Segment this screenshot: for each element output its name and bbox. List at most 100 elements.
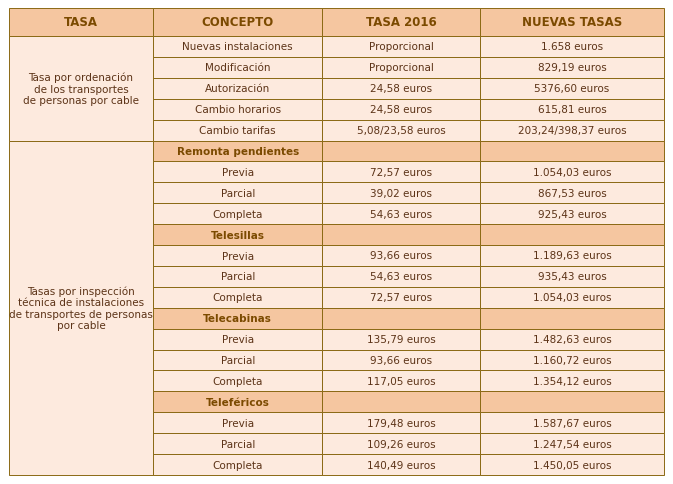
FancyBboxPatch shape xyxy=(153,204,322,225)
FancyBboxPatch shape xyxy=(322,162,480,183)
Text: Nuevas instalaciones: Nuevas instalaciones xyxy=(182,43,293,52)
Text: 1.658 euros: 1.658 euros xyxy=(541,43,603,52)
FancyBboxPatch shape xyxy=(153,392,322,412)
FancyBboxPatch shape xyxy=(322,78,480,100)
FancyBboxPatch shape xyxy=(480,37,664,58)
FancyBboxPatch shape xyxy=(9,141,153,475)
FancyBboxPatch shape xyxy=(153,287,322,308)
Text: CONCEPTO: CONCEPTO xyxy=(202,16,274,30)
FancyBboxPatch shape xyxy=(480,412,664,433)
Text: Previa: Previa xyxy=(221,251,254,261)
FancyBboxPatch shape xyxy=(153,37,322,58)
Text: 1.054,03 euros: 1.054,03 euros xyxy=(533,293,611,302)
Text: 93,66 euros: 93,66 euros xyxy=(370,251,432,261)
Text: 54,63 euros: 54,63 euros xyxy=(370,272,432,282)
Text: Teleféricos: Teleféricos xyxy=(206,397,270,407)
FancyBboxPatch shape xyxy=(153,183,322,204)
FancyBboxPatch shape xyxy=(480,287,664,308)
FancyBboxPatch shape xyxy=(480,9,664,37)
Text: 203,24/398,37 euros: 203,24/398,37 euros xyxy=(518,126,627,136)
FancyBboxPatch shape xyxy=(322,287,480,308)
FancyBboxPatch shape xyxy=(480,308,664,329)
Text: NUEVAS TASAS: NUEVAS TASAS xyxy=(522,16,622,30)
FancyBboxPatch shape xyxy=(153,141,322,162)
FancyBboxPatch shape xyxy=(480,225,664,245)
Text: 1.160,72 euros: 1.160,72 euros xyxy=(533,355,611,365)
FancyBboxPatch shape xyxy=(322,308,480,329)
Text: Completa: Completa xyxy=(213,460,263,469)
FancyBboxPatch shape xyxy=(322,433,480,454)
Text: Parcial: Parcial xyxy=(221,439,255,449)
Text: Tasa por ordenación
de los transportes
de personas por cable: Tasa por ordenación de los transportes d… xyxy=(23,72,139,106)
FancyBboxPatch shape xyxy=(153,121,322,141)
FancyBboxPatch shape xyxy=(322,371,480,392)
Text: 54,63 euros: 54,63 euros xyxy=(370,209,432,219)
FancyBboxPatch shape xyxy=(153,308,322,329)
FancyBboxPatch shape xyxy=(153,412,322,433)
Text: 1.189,63 euros: 1.189,63 euros xyxy=(532,251,611,261)
Text: 1.354,12 euros: 1.354,12 euros xyxy=(532,376,611,386)
FancyBboxPatch shape xyxy=(153,78,322,100)
Text: 829,19 euros: 829,19 euros xyxy=(538,63,606,73)
Text: 925,43 euros: 925,43 euros xyxy=(538,209,606,219)
FancyBboxPatch shape xyxy=(153,266,322,287)
Text: Modificación: Modificación xyxy=(205,63,271,73)
FancyBboxPatch shape xyxy=(322,183,480,204)
Text: Autorización: Autorización xyxy=(205,84,271,94)
FancyBboxPatch shape xyxy=(322,121,480,141)
FancyBboxPatch shape xyxy=(9,37,153,141)
FancyBboxPatch shape xyxy=(480,121,664,141)
FancyBboxPatch shape xyxy=(153,58,322,78)
FancyBboxPatch shape xyxy=(480,141,664,162)
FancyBboxPatch shape xyxy=(322,329,480,350)
FancyBboxPatch shape xyxy=(322,454,480,475)
FancyBboxPatch shape xyxy=(322,392,480,412)
Text: Previa: Previa xyxy=(221,418,254,428)
Text: 179,48 euros: 179,48 euros xyxy=(367,418,435,428)
Text: Parcial: Parcial xyxy=(221,272,255,282)
FancyBboxPatch shape xyxy=(153,225,322,245)
Text: 72,57 euros: 72,57 euros xyxy=(370,293,432,302)
Text: 93,66 euros: 93,66 euros xyxy=(370,355,432,365)
Text: 5376,60 euros: 5376,60 euros xyxy=(534,84,610,94)
Text: 39,02 euros: 39,02 euros xyxy=(370,188,432,198)
Text: Cambio tarifas: Cambio tarifas xyxy=(199,126,276,136)
FancyBboxPatch shape xyxy=(322,141,480,162)
Text: 140,49 euros: 140,49 euros xyxy=(367,460,435,469)
Text: Telecabinas: Telecabinas xyxy=(203,314,272,323)
Text: Proporcional: Proporcional xyxy=(369,43,433,52)
Text: 1.587,67 euros: 1.587,67 euros xyxy=(532,418,611,428)
FancyBboxPatch shape xyxy=(480,183,664,204)
Text: Tasas por inspección
técnica de instalaciones
de transportes de personas
por cab: Tasas por inspección técnica de instalac… xyxy=(9,286,153,331)
FancyBboxPatch shape xyxy=(153,454,322,475)
FancyBboxPatch shape xyxy=(480,454,664,475)
Text: 72,57 euros: 72,57 euros xyxy=(370,167,432,178)
FancyBboxPatch shape xyxy=(322,350,480,371)
FancyBboxPatch shape xyxy=(480,266,664,287)
Text: TASA 2016: TASA 2016 xyxy=(366,16,437,30)
FancyBboxPatch shape xyxy=(480,245,664,266)
FancyBboxPatch shape xyxy=(480,162,664,183)
FancyBboxPatch shape xyxy=(480,100,664,121)
Text: TASA: TASA xyxy=(64,16,98,30)
FancyBboxPatch shape xyxy=(480,78,664,100)
FancyBboxPatch shape xyxy=(153,162,322,183)
Text: 5,08/23,58 euros: 5,08/23,58 euros xyxy=(357,126,446,136)
Text: Completa: Completa xyxy=(213,376,263,386)
Text: 935,43 euros: 935,43 euros xyxy=(538,272,606,282)
Text: Telesillas: Telesillas xyxy=(211,230,264,240)
FancyBboxPatch shape xyxy=(153,9,322,37)
FancyBboxPatch shape xyxy=(322,225,480,245)
FancyBboxPatch shape xyxy=(322,37,480,58)
Text: 1.482,63 euros: 1.482,63 euros xyxy=(532,334,611,345)
Text: Remonta pendientes: Remonta pendientes xyxy=(176,147,299,157)
FancyBboxPatch shape xyxy=(322,58,480,78)
FancyBboxPatch shape xyxy=(480,58,664,78)
FancyBboxPatch shape xyxy=(153,371,322,392)
FancyBboxPatch shape xyxy=(322,245,480,266)
FancyBboxPatch shape xyxy=(322,204,480,225)
FancyBboxPatch shape xyxy=(153,433,322,454)
Text: Completa: Completa xyxy=(213,209,263,219)
Text: 1.247,54 euros: 1.247,54 euros xyxy=(532,439,611,449)
FancyBboxPatch shape xyxy=(322,9,480,37)
